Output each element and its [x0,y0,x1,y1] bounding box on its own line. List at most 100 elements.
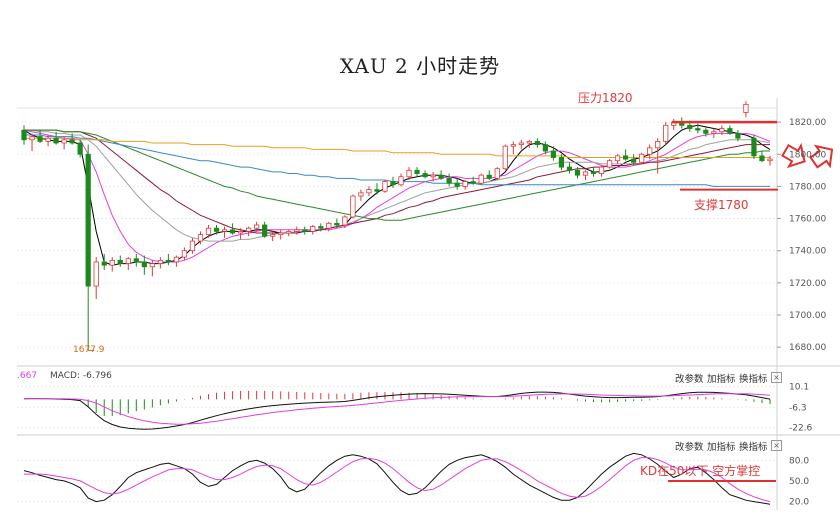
moving-average-layer [23,124,771,266]
candle-body [310,226,316,232]
candle-body [494,168,500,179]
macd-dea-line [24,393,771,425]
macd-swap-indicator-button[interactable]: 换指标 [739,374,768,385]
candle-body [181,250,188,258]
main-ytick-label: 1780.00 [789,182,826,192]
candle-body [582,171,589,176]
candle-body [759,155,765,162]
candle-body [213,227,220,232]
candle-body [518,142,524,146]
candle-body [254,224,260,229]
candle-body [101,261,107,266]
axis-layer: 1820.00 1800.00 1780.00 1760.00 1740.00 1720.… [777,118,826,353]
macd-ytick-label: -6.3 [789,403,807,413]
kd-ytick-label: 50.0 [789,477,809,487]
kd-ytick-label: 80.0 [789,456,809,466]
candle-body [350,195,356,218]
main-ytick-label: 1720.00 [789,279,826,289]
candle-body [751,137,757,157]
candle-body [727,128,733,134]
candle-body [229,229,236,234]
candle-body [262,224,268,237]
resistance-label: 压力1820 [578,91,633,105]
candle-body [542,144,548,152]
macd-dif-line [23,391,771,430]
macd-close-icon[interactable]: × [771,372,782,383]
macd-prefix-label: .667 [17,371,38,381]
ma-line-1 [23,129,771,263]
ma-line-5 [24,134,770,187]
candle-body [510,144,516,147]
macd-layer: 10.1 -6.3 -22.6 [17,383,813,434]
candle-body [157,259,163,264]
macd-ytick-label: 10.1 [789,383,809,393]
candle-body [125,258,131,264]
candle-body [406,169,412,178]
candle-body [478,174,484,184]
candle-body [189,240,196,252]
candle-body [390,181,396,186]
candle-body [77,142,83,155]
candle-body [278,232,284,236]
ma-line-4 [24,129,770,221]
kd-close-icon[interactable]: × [771,440,782,451]
candle-body [550,150,557,158]
main-ytick-label: 1800.00 [789,150,826,160]
candle-body [109,259,115,266]
candle-body [470,181,476,184]
candle-body [534,140,540,146]
kd-ytick-label: 20.0 [789,498,809,508]
candle-body [302,229,308,232]
candle-body [414,169,420,174]
kd-add-indicator-button[interactable]: 加指标 [707,442,736,453]
candle-body [590,171,597,174]
kd-d-line [24,457,771,503]
candle-body [743,104,749,113]
candle-body [117,259,123,264]
candle-body [85,153,91,287]
candle-body [566,166,573,171]
candle-body [21,129,27,141]
candle-body [462,181,468,187]
candle-body [446,177,452,184]
main-ytick-label: 1740.00 [789,247,826,257]
candle-body [614,155,621,162]
candle-body [526,140,532,144]
candle-body [398,176,404,186]
kd-k-line [23,452,771,505]
candle-body [165,259,171,263]
candle-body [374,189,380,192]
candle-body [655,140,661,149]
candle-body [623,155,629,160]
candle-body [318,226,324,229]
candle-body [735,132,741,139]
candle-body [29,136,35,141]
candle-body [294,229,300,232]
macd-ytick-label: -22.6 [789,424,813,434]
candle-body [574,169,581,176]
candle-body [93,261,99,287]
chart-title: XAU 2 小时走势 [339,54,501,78]
candle-body [342,216,348,226]
arrow-down-right-icon [781,142,806,169]
candle-body [703,129,709,134]
kd-swap-indicator-button[interactable]: 换指标 [739,442,768,453]
candle-body [558,157,565,168]
candle-body [149,263,155,268]
main-ytick-label: 1700.00 [789,311,826,321]
candle-body [422,173,428,178]
kd-change-params-button[interactable]: 改参数 [675,442,704,453]
candle-body [334,222,340,226]
candle-body [430,174,436,178]
candle-layer [21,101,773,351]
arrow-up-right-icon [809,144,834,169]
candle-body [767,158,773,162]
ma-line-3 [24,129,770,234]
candle-body [61,139,67,144]
candle-body [173,256,180,263]
macd-add-indicator-button[interactable]: 加指标 [707,374,736,385]
candle-body [270,234,276,237]
macd-change-params-button[interactable]: 改参数 [675,374,704,385]
